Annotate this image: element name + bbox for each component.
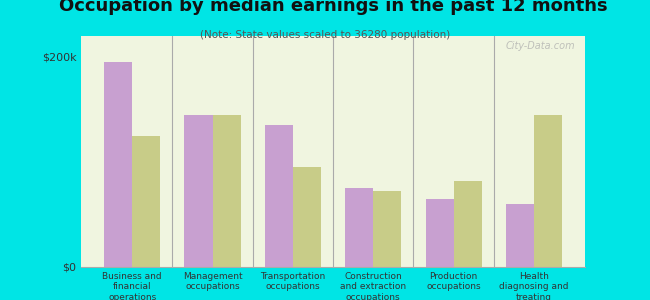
Bar: [293, 167, 321, 267]
Bar: [373, 191, 402, 267]
Title: Occupation by median earnings in the past 12 months: Occupation by median earnings in the pas…: [58, 0, 608, 15]
Bar: [213, 115, 240, 267]
Bar: [454, 181, 482, 267]
Bar: [265, 125, 293, 267]
Bar: [104, 62, 132, 267]
Bar: [132, 136, 161, 267]
Bar: [506, 204, 534, 267]
Text: (Note: State values scaled to 36280 population): (Note: State values scaled to 36280 popu…: [200, 30, 450, 40]
Bar: [345, 188, 373, 267]
Text: City-Data.com: City-Data.com: [505, 40, 575, 51]
Bar: [534, 115, 562, 267]
Bar: [185, 115, 213, 267]
Bar: [426, 199, 454, 267]
